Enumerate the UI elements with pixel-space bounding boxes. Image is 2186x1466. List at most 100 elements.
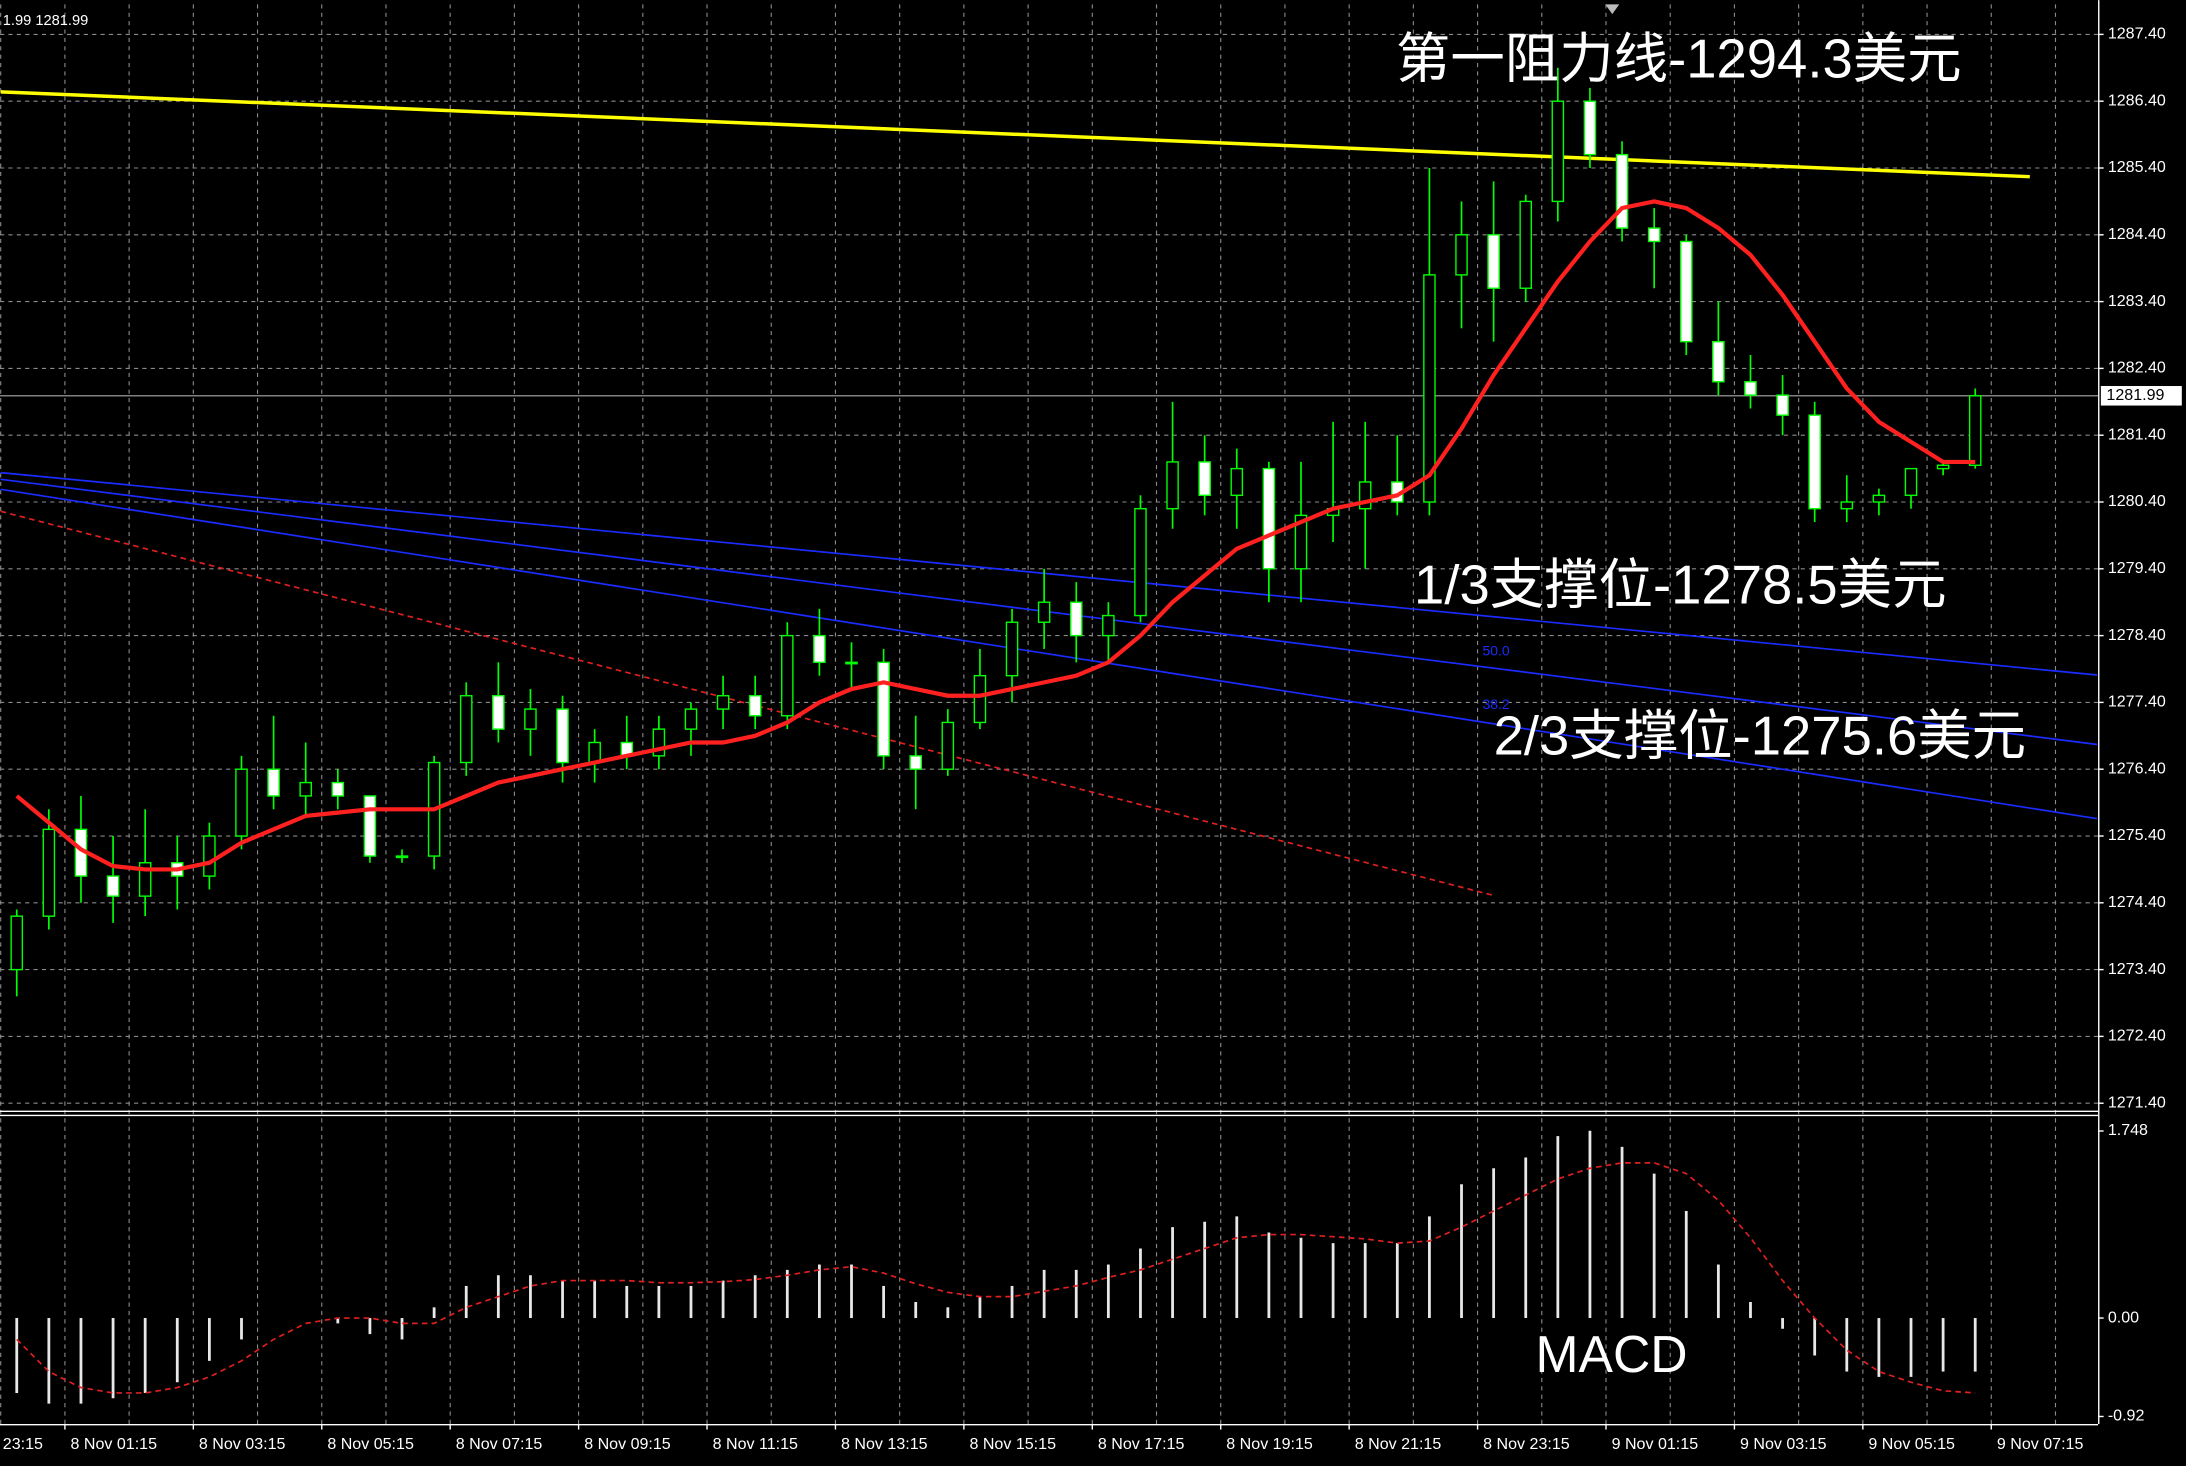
y-tick-label: 1278.40: [2108, 626, 2166, 644]
candle-body: [1551, 100, 1565, 203]
trend-line: [0, 510, 1494, 897]
fib-label: 38.2: [1482, 696, 1509, 712]
y-tick-label: 1287.40: [2108, 25, 2166, 43]
x-tick-label: 8 Nov 17:15: [1098, 1435, 1185, 1453]
macd-pane: [15, 1130, 1977, 1404]
x-tick-label: 23:15: [3, 1435, 43, 1453]
y-tick-label: 1279.40: [2108, 559, 2166, 577]
x-tick-label: 8 Nov 19:15: [1226, 1435, 1313, 1453]
candle-body: [1423, 274, 1436, 503]
candle-body: [203, 835, 216, 877]
candle-body: [1968, 395, 1982, 466]
candle-body: [941, 721, 955, 770]
candle-body: [1230, 467, 1244, 497]
y-tick-label: 1272.40: [2108, 1027, 2166, 1045]
annotation: 1/3支撑位-1278.5美元: [1414, 555, 1947, 616]
candle-body: [1840, 501, 1854, 510]
candle-body: [556, 708, 569, 764]
price-label: 1281.99: [2106, 386, 2164, 404]
moving-average: [15, 199, 1976, 872]
y-tick-label: 1276.40: [2108, 759, 2166, 777]
candle-body: [1936, 464, 1950, 470]
y-tick-label: 1282.40: [2108, 359, 2166, 377]
x-tick-label: 9 Nov 05:15: [1868, 1435, 1955, 1453]
candle-body: [1679, 240, 1693, 343]
y-tick-label: 1285.40: [2108, 158, 2166, 176]
x-tick-label: 8 Nov 01:15: [70, 1435, 157, 1453]
candle-body: [813, 634, 826, 664]
candle-body: [973, 674, 987, 724]
candle-body: [363, 795, 377, 857]
y-tick-label: -0.92: [2108, 1407, 2145, 1425]
y-tick-label: 1.748: [2108, 1121, 2148, 1139]
y-tick-label: 1280.40: [2108, 492, 2166, 510]
grid: [0, 4, 2099, 1424]
y-tick-label: 1273.40: [2108, 960, 2166, 978]
y-tick-label: 1281.40: [2108, 425, 2166, 443]
candle-body: [1808, 414, 1821, 510]
annotation: 第一阻力线-1294.3美元: [1396, 28, 1962, 89]
x-tick-label: 9 Nov 03:15: [1740, 1435, 1827, 1453]
candle-body: [331, 781, 345, 797]
candle-body: [1294, 514, 1308, 570]
price-pane: [0, 67, 2099, 997]
candle-body: [1744, 381, 1757, 396]
candle-body: [1904, 467, 1918, 497]
candle-body: [588, 741, 601, 764]
x-tick-label: 8 Nov 21:15: [1355, 1435, 1442, 1453]
candle-body: [459, 695, 473, 764]
info-text: 1.99 1281.99: [3, 13, 89, 29]
candle-body: [716, 695, 730, 710]
candle-body: [1712, 340, 1725, 383]
x-tick-label: 8 Nov 09:15: [584, 1435, 671, 1453]
candle-body: [395, 855, 409, 859]
candle-body: [1134, 507, 1147, 617]
candle-body: [748, 695, 762, 717]
candle-body: [10, 915, 24, 971]
candle-body: [1776, 394, 1789, 416]
y-tick-label: 0.00: [2108, 1308, 2139, 1326]
x-tick-label: 9 Nov 01:15: [1612, 1435, 1699, 1453]
candle-body: [1615, 153, 1629, 229]
macd-title: MACD: [1536, 1325, 1688, 1383]
x-tick-label: 8 Nov 23:15: [1483, 1435, 1570, 1453]
candle-body: [1102, 614, 1115, 637]
candle-body: [1005, 621, 1019, 677]
candle-body: [299, 781, 312, 797]
x-tick-label: 8 Nov 11:15: [713, 1435, 798, 1453]
candle-body: [1519, 200, 1533, 289]
candle-body: [492, 695, 505, 730]
y-tick-label: 1271.40: [2108, 1093, 2166, 1111]
y-tick-label: 1275.40: [2108, 826, 2166, 844]
price-label-box: [2100, 386, 2182, 406]
candle-body: [524, 708, 537, 730]
x-tick-label: 8 Nov 03:15: [199, 1435, 286, 1453]
y-tick-label: 1283.40: [2108, 292, 2166, 310]
candle-body: [1358, 481, 1372, 510]
trend-line: [0, 471, 2098, 676]
y-tick-label: 1277.40: [2108, 693, 2166, 711]
candle-body: [1198, 461, 1211, 497]
candle-body: [1583, 100, 1597, 156]
candle-body: [1487, 234, 1500, 289]
trend-line: [0, 488, 2098, 820]
trend-line: [0, 90, 2030, 179]
candle-body: [652, 728, 666, 757]
candle-body: [267, 768, 280, 797]
candle-body: [138, 862, 152, 897]
candle-body: [877, 661, 890, 757]
macd-signal: [16, 1162, 1976, 1394]
candle-body: [845, 661, 858, 665]
candle-body: [1262, 467, 1276, 570]
candle-body: [1166, 461, 1179, 510]
candle-body: [1872, 494, 1886, 503]
candle-body: [42, 828, 56, 917]
x-tick-label: 9 Nov 07:15: [1997, 1435, 2084, 1453]
candle-body: [684, 708, 698, 730]
annotation: 2/3支撑位-1275.6美元: [1494, 705, 2027, 766]
y-tick-label: 1274.40: [2108, 893, 2166, 911]
candle-body: [781, 634, 794, 717]
